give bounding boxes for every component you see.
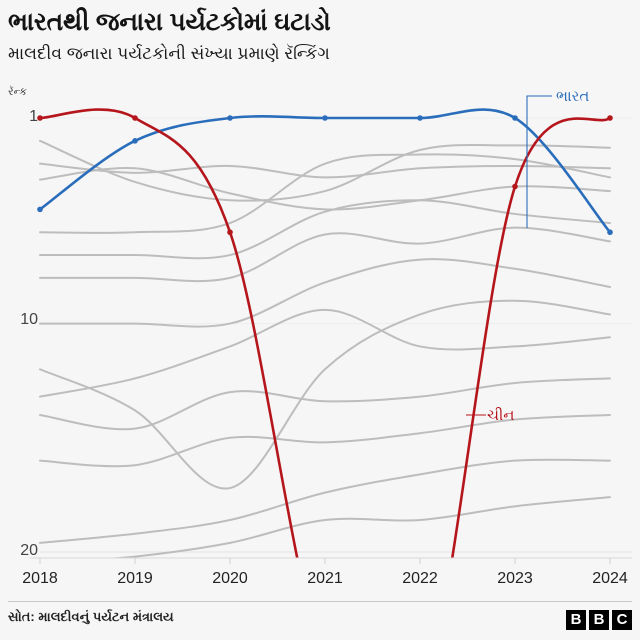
series-line-g1 [39,139,611,202]
series-label-china: ચીન [487,407,515,424]
x-tick-2018: 2018 [22,570,58,587]
data-point-china-2019 [132,115,138,121]
background-series-group [39,139,611,558]
page-subtitle: માલદીવ જનારા પર્યટકોની સંખ્યા પ્રમાણે રૅ… [8,44,330,63]
series-line-g6 [39,226,611,283]
x-axis: 2018 2019 2020 2021 2022 2023 2024 [0,558,640,592]
data-point-india-2021 [322,115,328,121]
data-point-china-2018 [37,115,43,121]
data-point-india-2023 [512,115,518,121]
series-line-g8 [39,299,611,490]
data-point-india-2018 [37,206,43,213]
series-line-g11 [39,413,611,468]
series-line-g12 [39,458,611,544]
bbc-logo-letter-3: C [612,610,632,630]
highlight-series-group [37,108,613,558]
series-line-china [38,108,612,558]
series-line-g4 [39,153,611,234]
y-tick-10: 10 [20,311,38,328]
data-point-china-2023 [512,183,518,190]
page-title: ભારતથી જનારા પર્યટકોમાં ઘટાડો [8,8,331,36]
x-tick-2021: 2021 [307,570,343,587]
data-point-india-2019 [132,138,138,144]
footer-divider [8,601,632,602]
chart-plot-area [0,78,640,568]
bbc-logo-letter-2: B [589,610,609,630]
x-tick-2019: 2019 [117,570,153,587]
data-point-india-2020 [227,115,233,121]
bbc-logo: B B C [566,610,632,630]
series-line-india [38,108,612,234]
x-tick-2024: 2024 [592,570,628,587]
source-note: સોત: માલદીવનું પર્યટન મંત્રાલય [8,609,174,624]
y-tick-20: 20 [20,542,38,559]
series-line-g9 [39,308,611,398]
x-tick-2023: 2023 [497,570,533,587]
series-line-g3 [39,166,611,211]
series-line-g10 [39,377,611,431]
series-line-g5 [39,199,611,260]
y-axis-label: રૅન્ક [8,86,27,98]
series-line-g13 [107,496,611,558]
annotation-leader-india [526,95,552,228]
series-line-g2 [39,162,611,179]
data-point-india-2024 [607,229,613,236]
bbc-logo-letter-1: B [566,610,586,630]
data-point-india-2022 [417,115,423,121]
series-line-g7 [39,258,611,328]
series-label-india: ભારત [556,88,590,105]
x-tick-2020: 2020 [212,570,248,587]
x-tick-2022: 2022 [402,570,438,587]
data-point-china-2020 [227,229,233,236]
chart-svg [30,95,632,564]
data-point-china-2024 [607,115,613,121]
y-tick-1: 1 [29,108,38,125]
